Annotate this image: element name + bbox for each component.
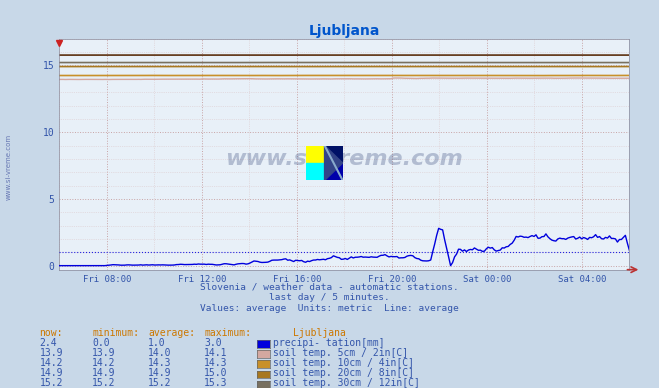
Text: 15.2: 15.2 bbox=[92, 378, 116, 388]
Text: 1.0: 1.0 bbox=[148, 338, 166, 348]
Text: 14.1: 14.1 bbox=[204, 348, 228, 358]
Text: average:: average: bbox=[148, 327, 195, 338]
Text: 15.2: 15.2 bbox=[40, 378, 63, 388]
Text: precipi- tation[mm]: precipi- tation[mm] bbox=[273, 338, 385, 348]
Text: 0.0: 0.0 bbox=[92, 338, 110, 348]
Text: 2.4: 2.4 bbox=[40, 338, 57, 348]
Bar bbox=[325, 163, 343, 180]
Text: 14.3: 14.3 bbox=[204, 358, 228, 368]
Polygon shape bbox=[325, 146, 343, 163]
Text: Slovenia / weather data - automatic stations.: Slovenia / weather data - automatic stat… bbox=[200, 282, 459, 291]
Text: minimum:: minimum: bbox=[92, 327, 139, 338]
Text: 14.2: 14.2 bbox=[92, 358, 116, 368]
Text: 15.3: 15.3 bbox=[204, 378, 228, 388]
Text: www.si-vreme.com: www.si-vreme.com bbox=[225, 149, 463, 169]
Text: 13.9: 13.9 bbox=[92, 348, 116, 358]
Bar bbox=[306, 146, 325, 163]
Text: www.si-vreme.com: www.si-vreme.com bbox=[5, 134, 11, 200]
Bar bbox=[306, 163, 325, 180]
Text: last day / 5 minutes.: last day / 5 minutes. bbox=[269, 293, 390, 302]
Text: 13.9: 13.9 bbox=[40, 348, 63, 358]
Text: Values: average  Units: metric  Line: average: Values: average Units: metric Line: aver… bbox=[200, 304, 459, 313]
Text: 15.2: 15.2 bbox=[148, 378, 172, 388]
Text: soil temp. 20cm / 8in[C]: soil temp. 20cm / 8in[C] bbox=[273, 368, 415, 378]
Text: soil temp. 5cm / 2in[C]: soil temp. 5cm / 2in[C] bbox=[273, 348, 409, 358]
Text: 15.0: 15.0 bbox=[204, 368, 228, 378]
Text: 14.2: 14.2 bbox=[40, 358, 63, 368]
Text: 14.9: 14.9 bbox=[40, 368, 63, 378]
Text: maximum:: maximum: bbox=[204, 327, 251, 338]
Text: soil temp. 30cm / 12in[C]: soil temp. 30cm / 12in[C] bbox=[273, 378, 420, 388]
Polygon shape bbox=[325, 146, 343, 180]
Text: soil temp. 10cm / 4in[C]: soil temp. 10cm / 4in[C] bbox=[273, 358, 415, 368]
Text: Ljubljana: Ljubljana bbox=[293, 327, 346, 338]
Title: Ljubljana: Ljubljana bbox=[308, 24, 380, 38]
Text: 14.3: 14.3 bbox=[148, 358, 172, 368]
Text: now:: now: bbox=[40, 327, 63, 338]
Text: 14.0: 14.0 bbox=[148, 348, 172, 358]
Text: 14.9: 14.9 bbox=[92, 368, 116, 378]
Text: 3.0: 3.0 bbox=[204, 338, 222, 348]
Text: 14.9: 14.9 bbox=[148, 368, 172, 378]
